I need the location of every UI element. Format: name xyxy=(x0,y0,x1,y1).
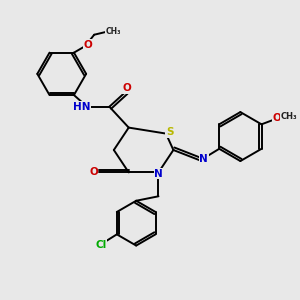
Text: CH₃: CH₃ xyxy=(106,27,121,36)
Text: S: S xyxy=(166,127,173,137)
Text: O: O xyxy=(272,113,281,123)
Text: O: O xyxy=(89,167,98,177)
Text: N: N xyxy=(200,154,208,164)
Text: CH₃: CH₃ xyxy=(280,112,297,122)
Text: N: N xyxy=(154,169,163,179)
Text: HN: HN xyxy=(73,102,90,112)
Text: O: O xyxy=(123,83,132,93)
Text: O: O xyxy=(84,40,93,50)
Text: Cl: Cl xyxy=(96,240,107,250)
